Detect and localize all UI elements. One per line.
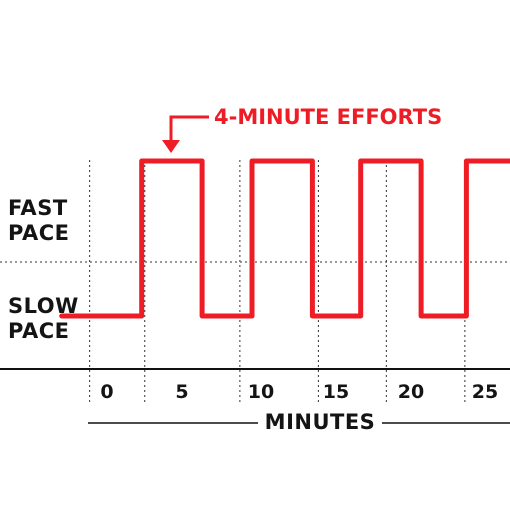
x-tick-label: 15 (322, 381, 350, 403)
slow-pace-label-line1: SLOW (8, 294, 79, 318)
x-tick-label: 10 (247, 381, 275, 403)
slow-pace-label-line2: PACE (8, 319, 70, 343)
annotation-label: 4-MINUTE EFFORTS (214, 105, 443, 129)
x-tick-label: 25 (471, 381, 499, 403)
pace-series-line (59, 158, 510, 319)
fast-pace-label-line1: FAST (8, 196, 68, 220)
slow-pace-label: SLOW PACE (8, 294, 88, 344)
x-tick-label: 20 (397, 381, 425, 403)
fast-pace-label: FAST PACE (8, 196, 88, 246)
x-axis-title: MINUTES (264, 410, 376, 434)
x-tick-label: 0 (100, 381, 114, 403)
x-tick-label: 5 (175, 381, 189, 403)
annotation-arrow (162, 115, 209, 153)
fast-pace-label-line2: PACE (8, 221, 70, 245)
